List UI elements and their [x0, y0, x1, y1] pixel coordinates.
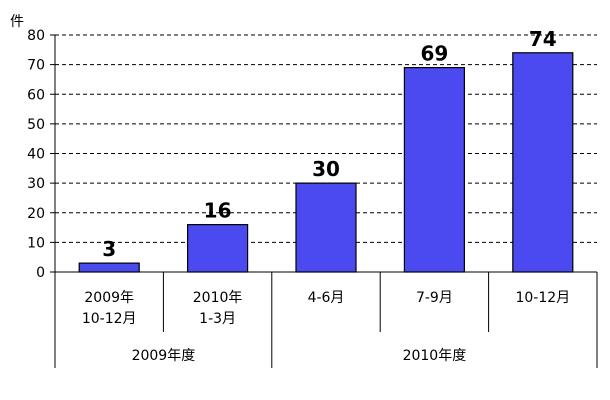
category-labels: 2009年 10-12月 2010年 1-3月 4-6月 7-9月 10-12月 [82, 290, 570, 327]
value-labels: 3 16 30 69 74 [102, 27, 556, 261]
value-label: 16 [204, 199, 232, 223]
group-label: 2009年度 [132, 348, 196, 364]
y-tick-label: 70 [27, 58, 45, 74]
y-tick-label: 30 [27, 176, 45, 192]
bars [78, 52, 574, 273]
value-label: 3 [102, 237, 116, 261]
value-label: 74 [529, 27, 557, 51]
value-label: 69 [420, 42, 448, 66]
value-label: 30 [312, 157, 340, 181]
category-label: 10-12月 [515, 290, 570, 306]
y-tick-labels: 0 10 20 30 40 50 60 70 80 [27, 28, 45, 281]
y-tick-label: 60 [27, 87, 45, 103]
category-label: 2009年 [84, 290, 134, 306]
category-label: 4-6月 [308, 290, 345, 306]
y-tick-label: 80 [27, 28, 45, 44]
gridlines [55, 34, 597, 243]
y-tick-label: 40 [27, 147, 45, 163]
category-label: 10-12月 [82, 311, 137, 327]
y-tick-label: 50 [27, 117, 45, 133]
category-label: 7-9月 [416, 290, 453, 306]
y-tick-label: 20 [27, 206, 45, 222]
bar [78, 262, 140, 273]
bar [295, 182, 357, 273]
bar [512, 52, 574, 273]
y-axis-unit-label: 件 [10, 14, 24, 30]
y-tick-label: 0 [36, 265, 45, 281]
category-label: 1-3月 [199, 311, 236, 327]
y-tick-label: 10 [27, 235, 45, 251]
bar [187, 224, 249, 273]
group-label: 2010年度 [403, 348, 467, 364]
group-labels: 2009年度 2010年度 [132, 348, 467, 364]
bar [403, 66, 465, 273]
category-label: 2010年 [193, 290, 243, 306]
